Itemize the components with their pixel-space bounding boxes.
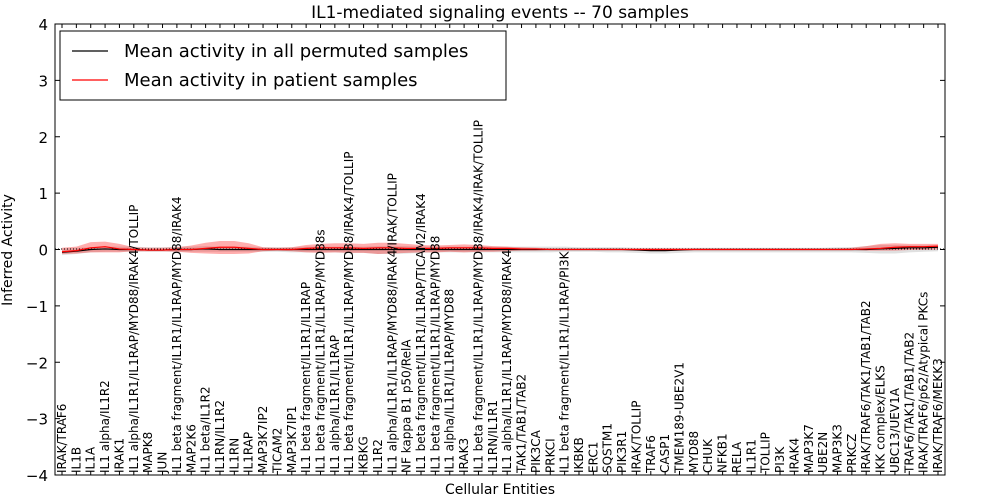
y-tick-label: 3: [38, 72, 48, 90]
x-tick-label: TOLLIP: [759, 432, 773, 474]
x-tick-label: PIK3R1: [615, 431, 629, 473]
line-patient-mean: [61, 245, 939, 253]
x-tick-label: IL1R1: [744, 439, 758, 473]
x-tick-label: IKBKB: [572, 437, 586, 473]
x-tick-label: MYD88: [687, 431, 701, 473]
x-tick-label: JUN: [156, 452, 170, 474]
x-tick-label: MAP2K6: [184, 424, 198, 473]
x-tick-label: IL1 beta fragment/IL1R1/IL1RAP/MYD88: [428, 236, 442, 473]
x-tick-label: IL1 alpha/IL1R1/IL1RAP: [328, 335, 342, 473]
y-tick-label: −3: [26, 411, 48, 429]
x-tick-label: IL1 beta fragment/IL1R1/IL1RAP/PI3K: [558, 250, 572, 473]
x-tick-label: IL1 alpha/IL1R1/IL1RAP/MYD88/IRAK4: [500, 250, 514, 473]
y-tick-label: 0: [38, 242, 48, 260]
y-axis-label: Inferred Activity: [0, 194, 16, 306]
y-axis-ticks: −4 −3 −2 −1 0 1 2 3 4: [26, 16, 945, 485]
x-tick-label: MAP3K7IP1: [285, 406, 299, 473]
x-tick-label: NFKB1: [716, 433, 730, 473]
y-tick-label: 1: [38, 185, 48, 203]
x-tick-label: IL1 beta fragment/IL1R1/IL1RAP/TICAM2/IR…: [414, 193, 428, 473]
y-tick-label: 4: [38, 16, 48, 34]
x-tick-label: IL1 beta/IL1R2: [199, 386, 213, 473]
x-tick-label: IRAK/TOLLIP: [629, 401, 643, 473]
x-tick-label: PRKCZ: [845, 434, 859, 473]
series-lines: [61, 245, 939, 253]
x-tick-label: TRAF6: [644, 435, 658, 474]
x-tick-label: IKBKG: [357, 436, 371, 473]
x-tick-label: IL1 alpha/IL1R1/IL1RAP/MYD88/IRAK4/TOLLI…: [127, 205, 141, 473]
x-tick-label: IL1RAP: [242, 432, 256, 473]
x-tick-label: IL1 beta fragment/IL1R1/IL1RAP/MYD88s: [313, 229, 327, 473]
y-tick-label: −1: [26, 298, 48, 316]
x-tick-label: IRAK/TRAF6: [55, 404, 69, 473]
x-tick-label: IL1 beta fragment/IL1R1/IL1RAP: [299, 282, 313, 473]
x-tick-label: IL1 beta fragment/IL1R1/IL1RAP/MYD88/IRA…: [471, 120, 485, 473]
x-tick-label: IL1A: [84, 446, 98, 473]
x-tick-label: ERC1: [586, 442, 600, 473]
legend-label-patient: Mean activity in patient samples: [124, 70, 418, 91]
x-tick-labels: IRAK/TRAF6 IL1B IL1A IL1 alpha/IL1R2 IRAK1 IL…: [55, 120, 945, 474]
x-axis-label: Cellular Entities: [445, 482, 555, 498]
x-tick-label: IRAK4: [787, 438, 801, 473]
x-tick-label: IL1RN/IL1R1: [486, 400, 500, 473]
x-tick-label: TRAF6/TAK1/TAB1/TAB2: [902, 332, 916, 474]
chart-title: IL1-mediated signaling events -- 70 samp…: [311, 3, 689, 23]
x-tick-label: IL1 beta fragment/IL1R1/IL1RAP/MYD88/IRA…: [342, 152, 356, 473]
x-tick-label: TAK1/TAB1/TAB2: [515, 374, 529, 474]
x-axis-ticks: [61, 24, 939, 475]
legend-box: [59, 30, 507, 101]
x-tick-label: TICAM2: [270, 428, 284, 474]
x-tick-label: PRKCI: [543, 438, 557, 473]
x-tick-label: IL1R2: [371, 439, 385, 473]
legend: Mean activity in all permuted samples Me…: [59, 30, 507, 101]
y-tick-label: −2: [26, 354, 48, 372]
x-tick-label: RELA: [730, 441, 744, 473]
x-tick-label: TMEM189-UBE2V1: [673, 362, 687, 474]
x-tick-label: IKK complex/ELKS: [874, 365, 888, 473]
x-tick-label: PIK3CA: [529, 429, 543, 473]
x-tick-label: MAP3K7: [802, 424, 816, 473]
x-tick-label: CASP1: [658, 434, 672, 473]
x-tick-label: MAP3K3: [830, 424, 844, 473]
y-tick-label: 2: [38, 129, 48, 147]
plot-frame: [54, 23, 946, 476]
x-tick-label: IL1 alpha/IL1R2: [98, 380, 112, 473]
x-tick-label: MAP3K7IP2: [256, 406, 270, 473]
x-tick-label: IRAK3: [457, 438, 471, 473]
y-tick-label: −4: [26, 467, 48, 485]
x-tick-label: PI3K: [773, 446, 787, 473]
x-tick-label: IRAK/TRAF6/TAK1/TAB1/TAB2: [859, 300, 873, 473]
x-tick-label: IL1 alpha/IL1R1/IL1RAP/MYD88: [443, 289, 457, 473]
x-tick-label: SQSTM1: [601, 423, 615, 473]
x-tick-label: CHUK: [701, 438, 715, 473]
x-tick-label: UBC13/UEV1A: [888, 387, 902, 473]
x-tick-label: NF kappa B1 p50/RelA: [400, 339, 414, 473]
x-tick-label: IRAK/TRAF6/p62/Atypical PKCs: [917, 292, 931, 473]
x-tick-label: IRAK1: [112, 438, 126, 473]
x-tick-label: IL1 alpha/IL1R1/IL1RAP/MYD88/IRAK4/IRAK/…: [385, 173, 399, 473]
x-tick-label: IL1 beta fragment/IL1R1/IL1RAP/MYD88/IRA…: [170, 196, 184, 473]
legend-label-permuted: Mean activity in all permuted samples: [124, 41, 468, 62]
x-tick-label: IL1RN/IL1R2: [213, 400, 227, 473]
x-tick-label: IRAK/TRAF6/MEKK3: [931, 358, 945, 473]
x-tick-label: IL1B: [69, 447, 83, 473]
x-tick-label: UBE2N: [816, 432, 830, 473]
band-patient: [62, 241, 938, 255]
x-tick-label: MAPK8: [141, 432, 155, 473]
x-tick-label: IL1RN: [227, 438, 241, 473]
